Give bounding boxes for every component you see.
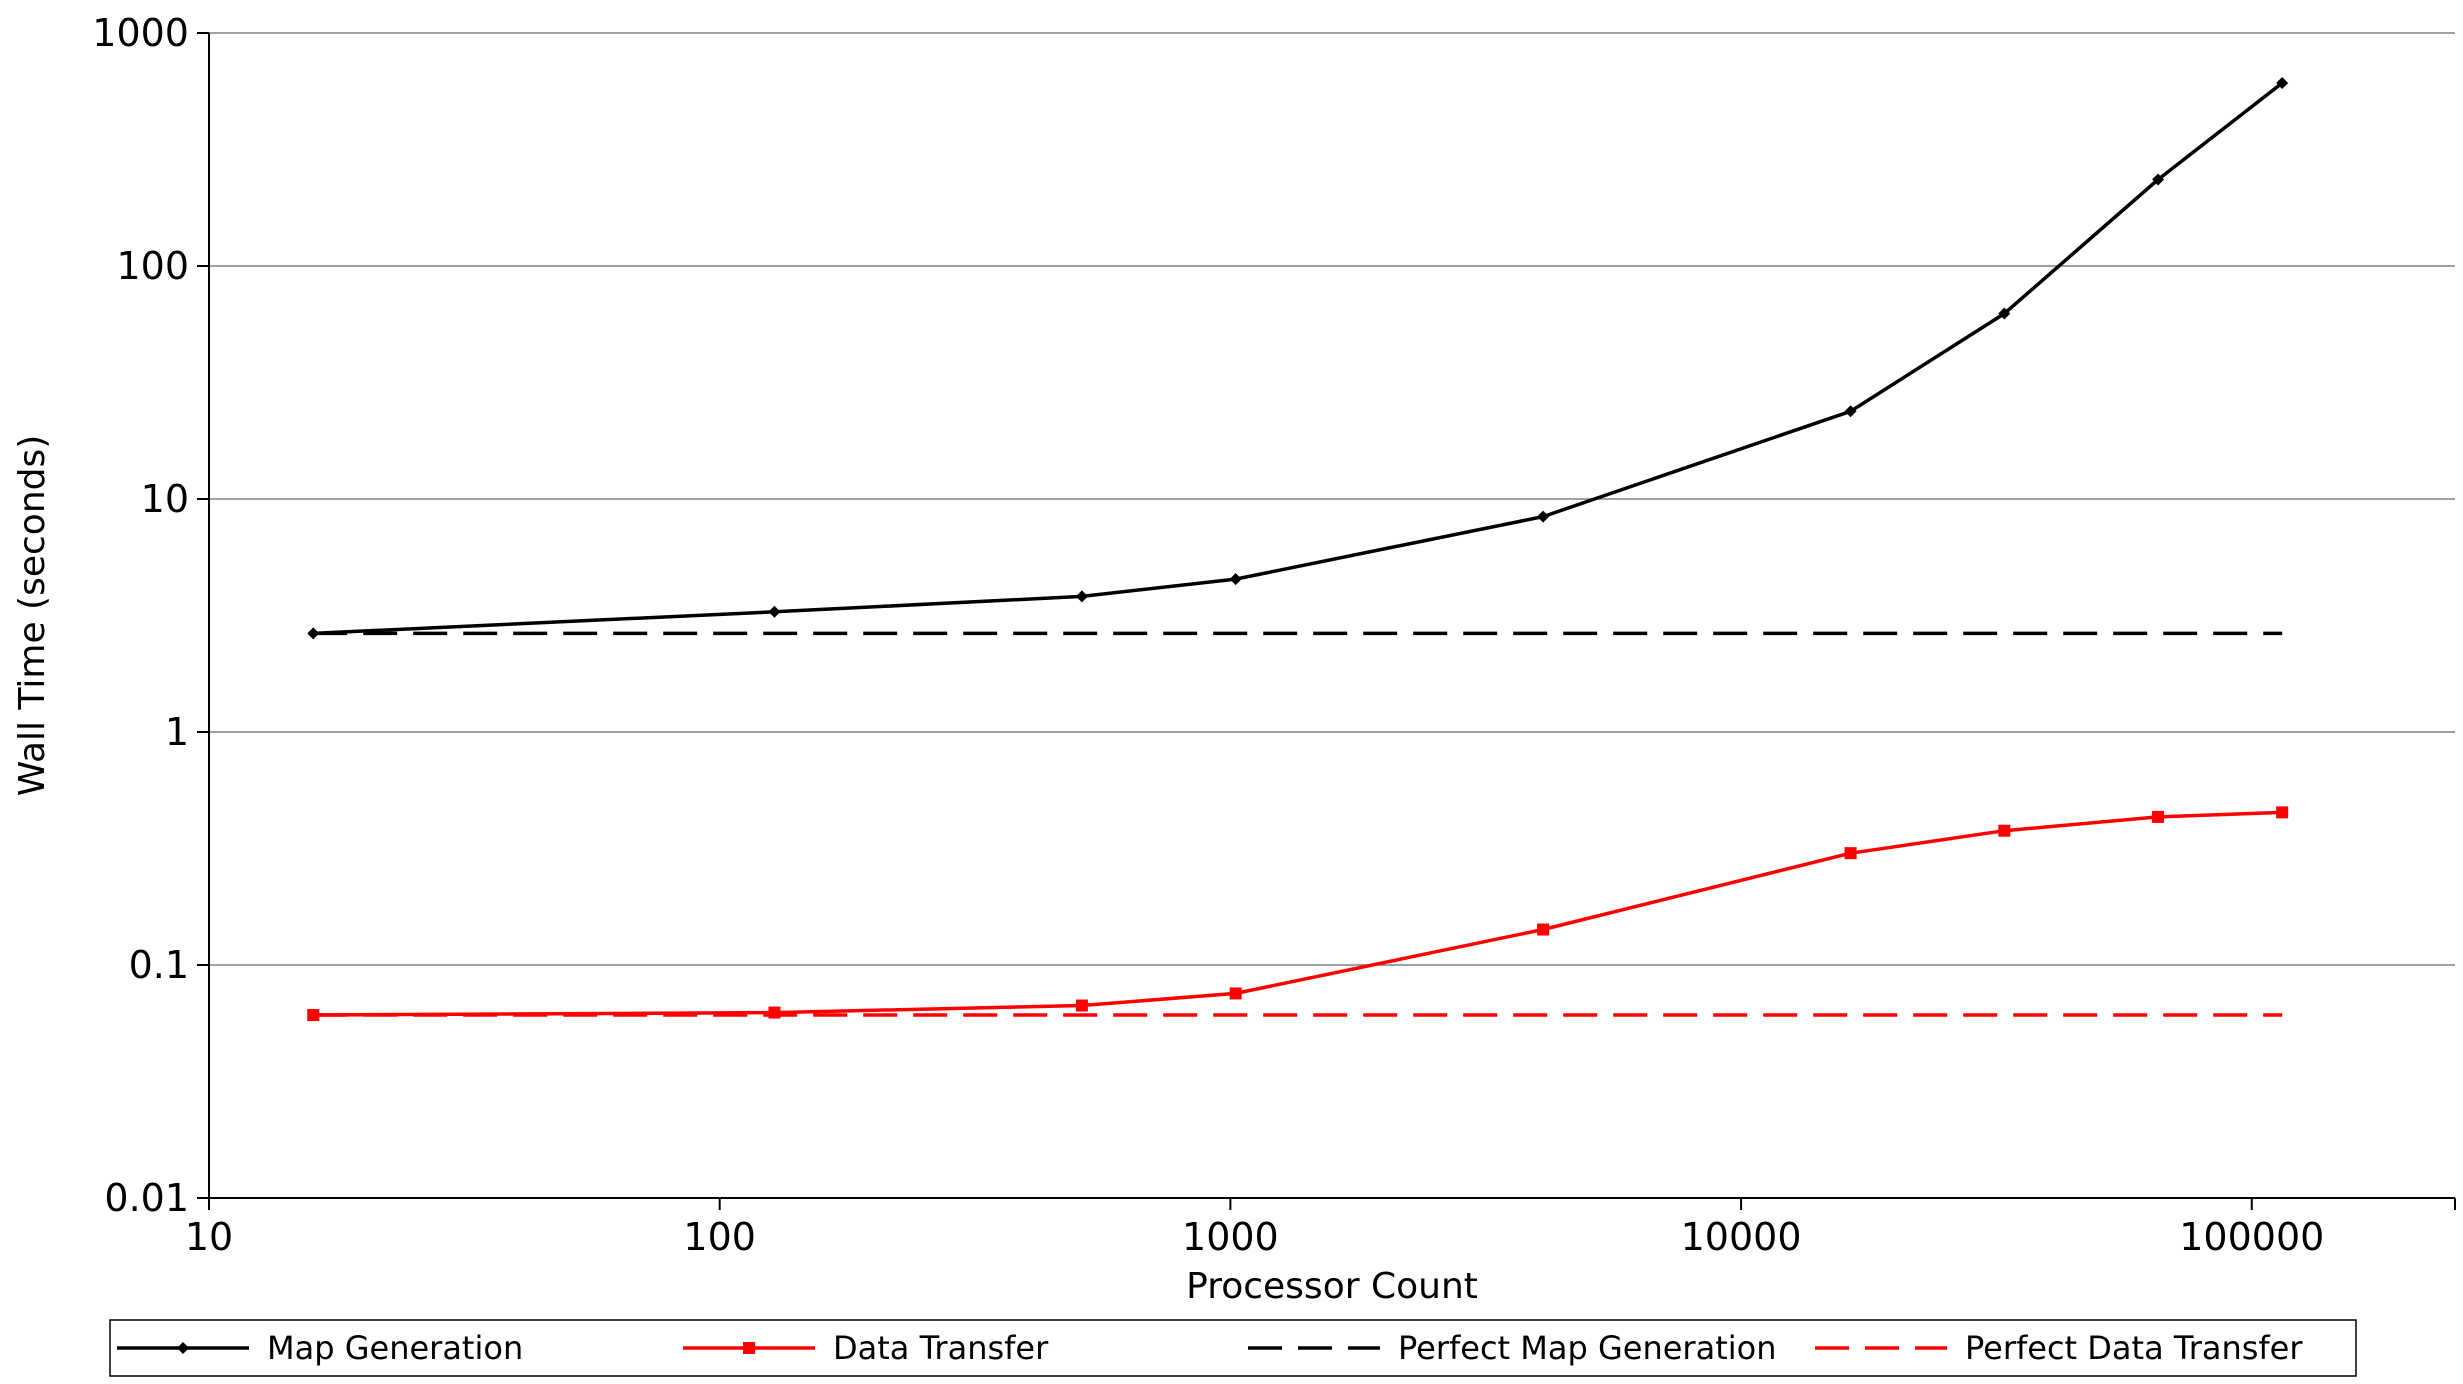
data-point [2276,77,2289,90]
data-point [1229,573,1242,586]
data-point [1075,999,1088,1012]
legend-label: Data Transfer [833,1329,1049,1367]
data-point [1537,510,1550,523]
y-tick-label: 10 [141,477,189,521]
legend: Map Generation Data Transfer Perfect Map G… [109,1319,2357,1377]
x-tick-label: 100 [683,1215,756,1259]
series-line [313,81,2284,636]
data-point [177,1342,189,1354]
data-point [1998,307,2011,320]
data-point [1075,590,1088,603]
legend-item: Perfect Map Generation [1248,1329,1776,1367]
data-point [768,605,781,618]
legend-label: Perfect Data Transfer [1965,1329,2303,1367]
y-tick-label: 100 [116,244,189,288]
data-point [1844,847,1857,860]
data-point [2152,173,2165,186]
legend-item: Perfect Data Transfer [1815,1329,2303,1367]
x-tick-labels: 10 100 1000 10000 100000 [185,1198,2456,1259]
x-tick-label: 10000 [1681,1215,1802,1259]
data-point [1844,405,1857,418]
y-tick-label: 0.01 [104,1176,189,1220]
series-map-generation [307,77,2289,640]
data-point [2276,806,2289,819]
legend-label: Map Generation [267,1329,523,1367]
y-tick-label: 1 [165,710,189,754]
legend-item: Map Generation [117,1329,523,1367]
legend-box [109,1319,2357,1377]
y-axis-title: Wall Time (seconds) [12,435,53,797]
x-tick-label: 100000 [2179,1215,2324,1259]
data-point [2152,810,2165,823]
series-data-transfer [307,806,2289,1022]
data-point [1537,923,1550,936]
x-axis-title: Processor Count [1186,1266,1478,1307]
data-point [743,1342,755,1354]
grid-lines [197,32,2455,1199]
data-point [1229,987,1242,1000]
y-tick-labels: 0.01 0.1 1 10 100 1000 [92,11,189,1220]
series-line [313,810,2283,1017]
x-tick-label: 1000 [1182,1215,1279,1259]
data-point [1998,824,2011,837]
axes [208,33,2455,1199]
y-tick-label: 0.1 [129,943,189,987]
legend-item: Data Transfer [683,1329,1049,1367]
data-point [768,1006,781,1019]
series [307,77,2289,1022]
x-tick-label: 10 [185,1215,233,1259]
y-tick-label: 1000 [92,11,189,55]
legend-items: Map Generation Data Transfer Perfect Map G… [117,1329,2303,1367]
legend-label: Perfect Map Generation [1398,1329,1776,1367]
